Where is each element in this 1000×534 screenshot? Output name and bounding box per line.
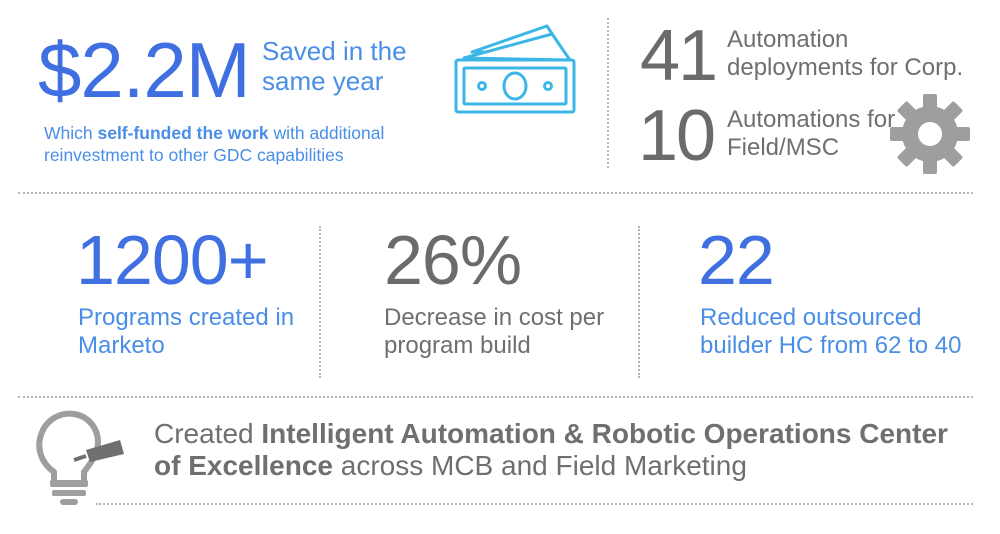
coe-prefix: Created — [154, 418, 262, 449]
divider-horizontal-3 — [96, 503, 973, 505]
divider-horizontal-1 — [18, 192, 973, 194]
headcount-label: Reduced outsourced builder HC from 62 to… — [700, 304, 962, 359]
coe-suffix: across MCB and Field Marketing — [332, 450, 747, 481]
savings-value: $2.2M — [38, 26, 251, 114]
money-bills-icon — [454, 24, 576, 114]
programs-created-value: 1200+ — [76, 221, 269, 299]
divider-mid-vertical-1 — [319, 226, 321, 378]
headcount-value: 22 — [698, 221, 775, 299]
gear-icon — [890, 94, 970, 174]
savings-note-prefix: Which — [44, 123, 98, 143]
divider-horizontal-2 — [18, 396, 973, 398]
savings-note-bold: self-funded the work — [97, 123, 269, 143]
savings-note-suffix: with additional reinvestment to other GD… — [44, 123, 385, 165]
corp-automation-label: Automation deployments for Corp. — [727, 26, 964, 81]
savings-note: Which self-funded the work with addition… — [44, 122, 464, 166]
divider-top-vertical — [607, 18, 609, 168]
programs-created-label: Programs created in Marketo — [78, 304, 295, 359]
savings-label: Saved in the same year — [262, 36, 407, 96]
lightbulb-icon — [36, 410, 124, 505]
cost-decrease-value: 26% — [384, 221, 522, 299]
coe-statement: Created Intelligent Automation & Robotic… — [154, 418, 974, 482]
coe-bold: Intelligent Automation & Robotic Operati… — [154, 418, 948, 481]
field-automation-label: Automations for Field/MSC — [727, 106, 896, 161]
field-automation-count: 10 — [638, 96, 716, 176]
corp-automation-count: 41 — [640, 16, 718, 96]
cost-decrease-label: Decrease in cost per program build — [384, 304, 605, 359]
divider-mid-vertical-2 — [638, 226, 640, 378]
